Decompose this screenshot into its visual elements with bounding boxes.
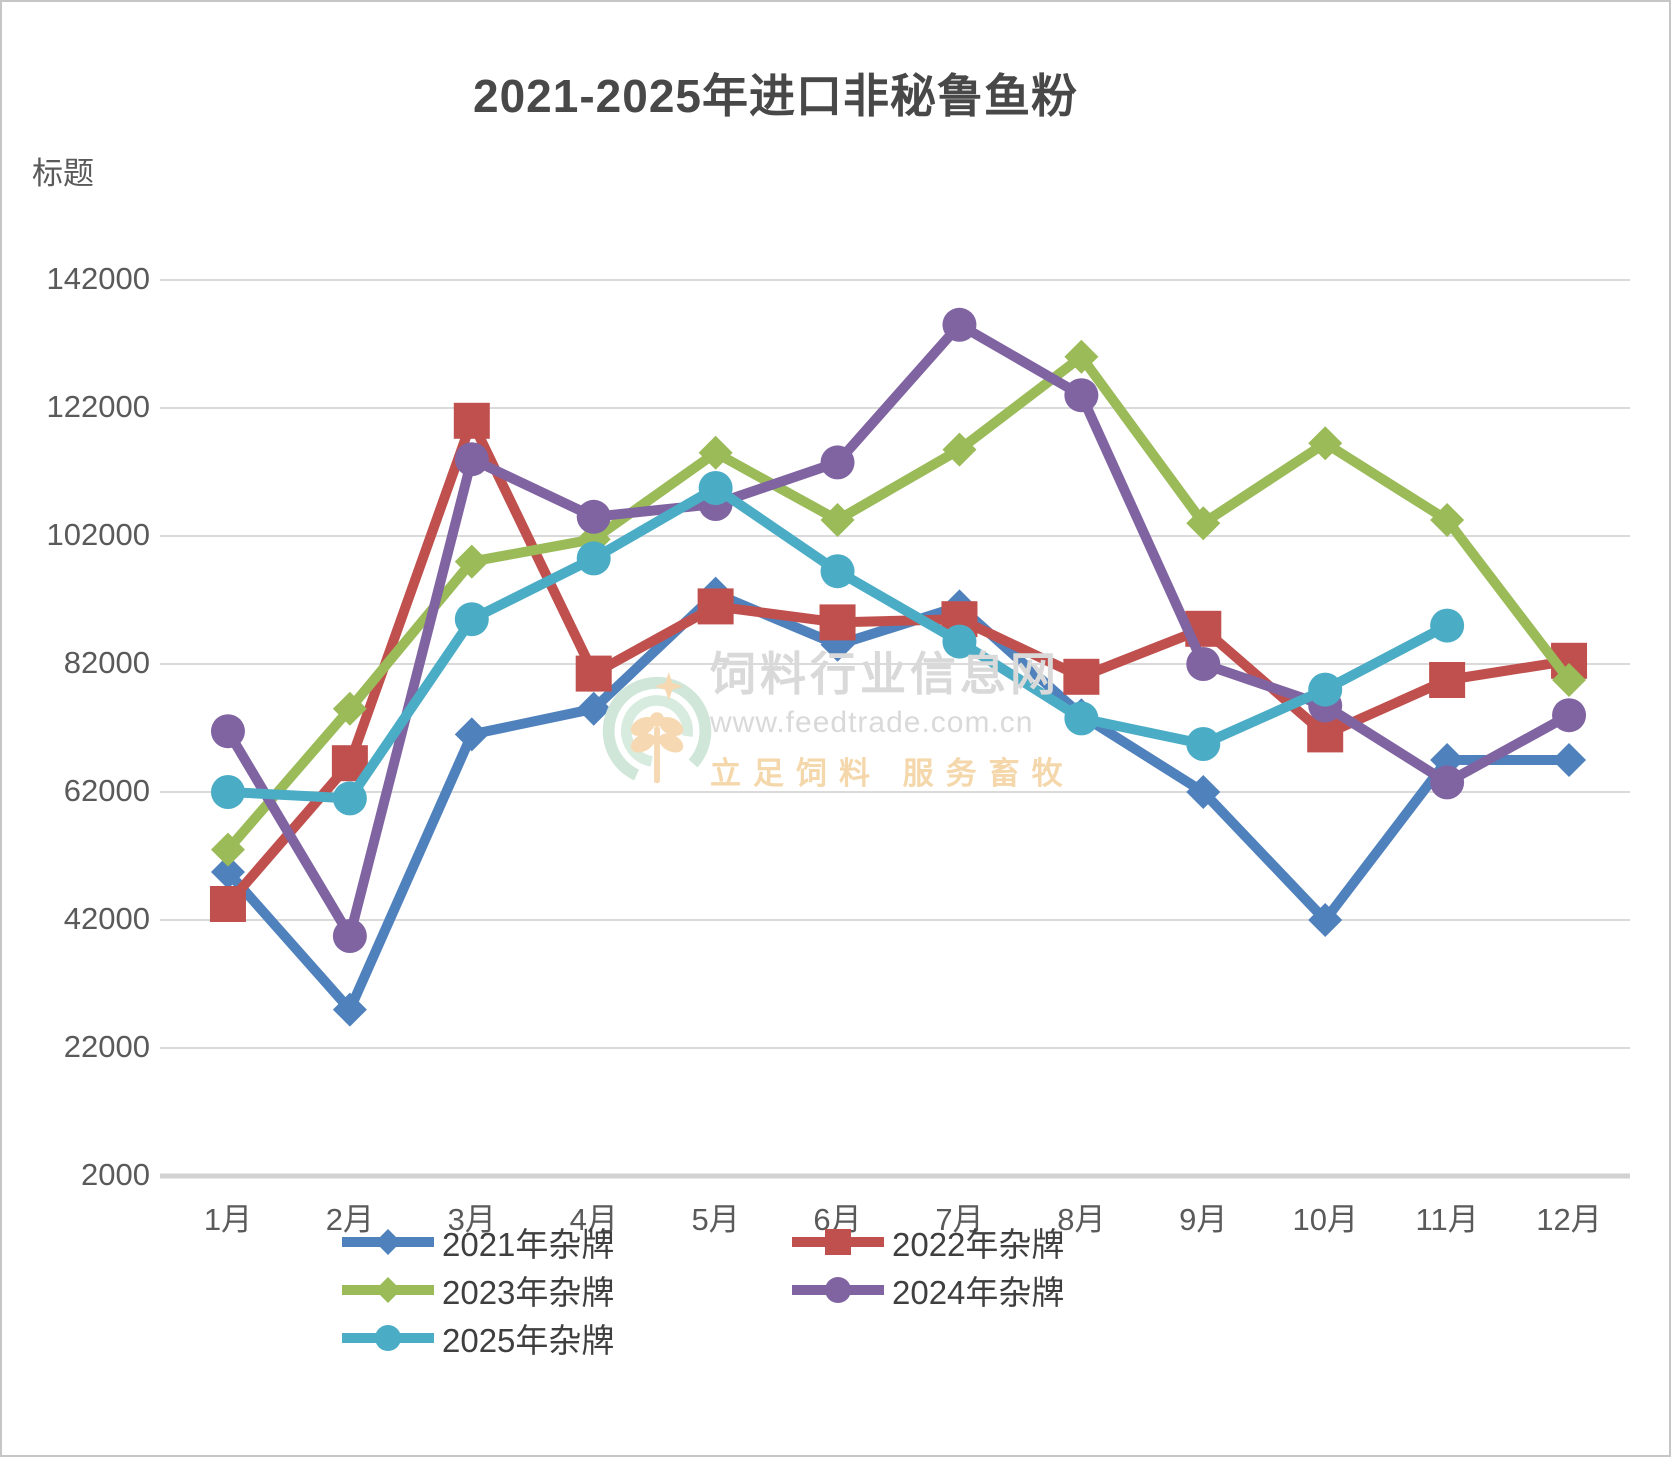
x-axis-tick-label: 9月 [1179,1202,1228,1237]
circle-marker [942,624,977,659]
diamond-marker [1430,503,1465,537]
legend-label: 2025年杂牌 [442,1322,615,1359]
x-axis-tick-label: 5月 [691,1202,740,1237]
x-axis-tick-label: 3月 [447,1202,496,1237]
circle-marker [1308,672,1343,707]
x-axis-tick-label: 8月 [1057,1202,1106,1237]
circle-marker [454,602,489,637]
circle-marker [1186,647,1221,681]
diamond-marker [210,855,245,889]
diamond-marker [1186,775,1221,809]
y-axis-tick-label: 42000 [63,901,150,936]
legend-label: 2021年杂牌 [442,1226,615,1263]
circle-marker [820,554,855,589]
diamond-marker [454,544,489,579]
legend-label: 2022年杂牌 [892,1226,1065,1263]
square-marker [575,655,612,692]
y-axis-tick-label: 82000 [63,645,150,680]
circle-marker [332,919,367,953]
legend-swatch-diamond-icon [342,1277,434,1303]
chart-title: 2021-2025年进口非秘鲁鱼粉 [473,70,1078,122]
diamond-marker [375,1229,401,1255]
square-marker [825,1229,851,1255]
y-axis-tick-label: 102000 [46,517,150,552]
diamond-marker [1064,339,1099,374]
circle-marker [1430,765,1465,800]
circle-marker [1064,378,1099,413]
legend-label: 2024年杂牌 [892,1274,1065,1311]
circle-marker [1552,698,1587,733]
circle-marker [375,1325,401,1351]
diamond-marker [1552,743,1587,777]
diamond-marker [210,832,245,867]
square-marker [209,886,246,922]
series-line [222,588,1575,1015]
circle-marker [942,307,977,342]
series-line [222,415,1575,909]
y-axis-tick-label: 62000 [63,773,150,808]
diamond-marker [332,691,367,726]
legend-swatch-square-icon [792,1229,884,1255]
diamond-marker [942,432,977,467]
legend-item: 2022年杂牌 [792,1218,1064,1266]
diamond-marker [820,503,855,537]
circle-marker [1186,727,1221,761]
circle-marker [698,471,733,505]
circle-marker [576,499,611,534]
y-axis-tick-label: 142000 [46,261,150,296]
diamond-marker [576,691,611,726]
y-axis-tick-label: 2000 [81,1157,150,1192]
x-axis-tick-label: 2月 [325,1202,374,1237]
legend-swatch-diamond-icon [342,1229,434,1255]
diamond-marker [1308,903,1343,937]
legend-item: 2024年杂牌 [792,1266,1064,1314]
axis-title-label: 标题 [32,156,94,191]
x-axis-tick-label: 7月 [935,1202,984,1237]
circle-marker [210,775,245,809]
x-axis-tick-label: 12月 [1536,1202,1602,1237]
diamond-marker [375,1277,401,1303]
circle-marker [332,781,367,816]
series-line [222,319,1575,941]
diamond-marker [332,992,367,1027]
square-marker [697,588,734,625]
x-axis-tick-label: 10月 [1292,1202,1358,1237]
x-axis-tick-label: 4月 [569,1202,618,1237]
x-axis-tick-label: 1月 [203,1202,253,1237]
legend-swatch-circle-icon [342,1325,434,1351]
square-marker [1063,658,1100,695]
y-axis-tick-label: 122000 [46,389,150,424]
diamond-marker [1552,663,1587,697]
legend-item: 2021年杂牌 [342,1218,614,1266]
x-axis-tick-label: 11月 [1415,1202,1479,1237]
diamond-marker [454,717,489,752]
diamond-marker [698,435,733,470]
circle-marker [454,442,489,477]
series-line [222,351,1575,855]
circle-marker [820,445,855,480]
diamond-marker [1308,426,1343,461]
circle-marker [1430,608,1465,643]
diamond-marker [1186,506,1221,541]
circle-marker [1064,701,1099,736]
legend-item: 2025年杂牌 [342,1314,614,1362]
legend-swatch-circle-icon [792,1277,884,1303]
y-axis-tick-label: 22000 [63,1029,150,1064]
square-marker [1429,662,1466,698]
legend-label: 2023年杂牌 [442,1274,615,1311]
square-marker [453,402,490,439]
square-marker [819,604,856,641]
circle-marker [825,1277,851,1303]
circle-marker [576,541,611,576]
circle-marker [210,714,245,749]
legend-item: 2023年杂牌 [342,1266,614,1314]
